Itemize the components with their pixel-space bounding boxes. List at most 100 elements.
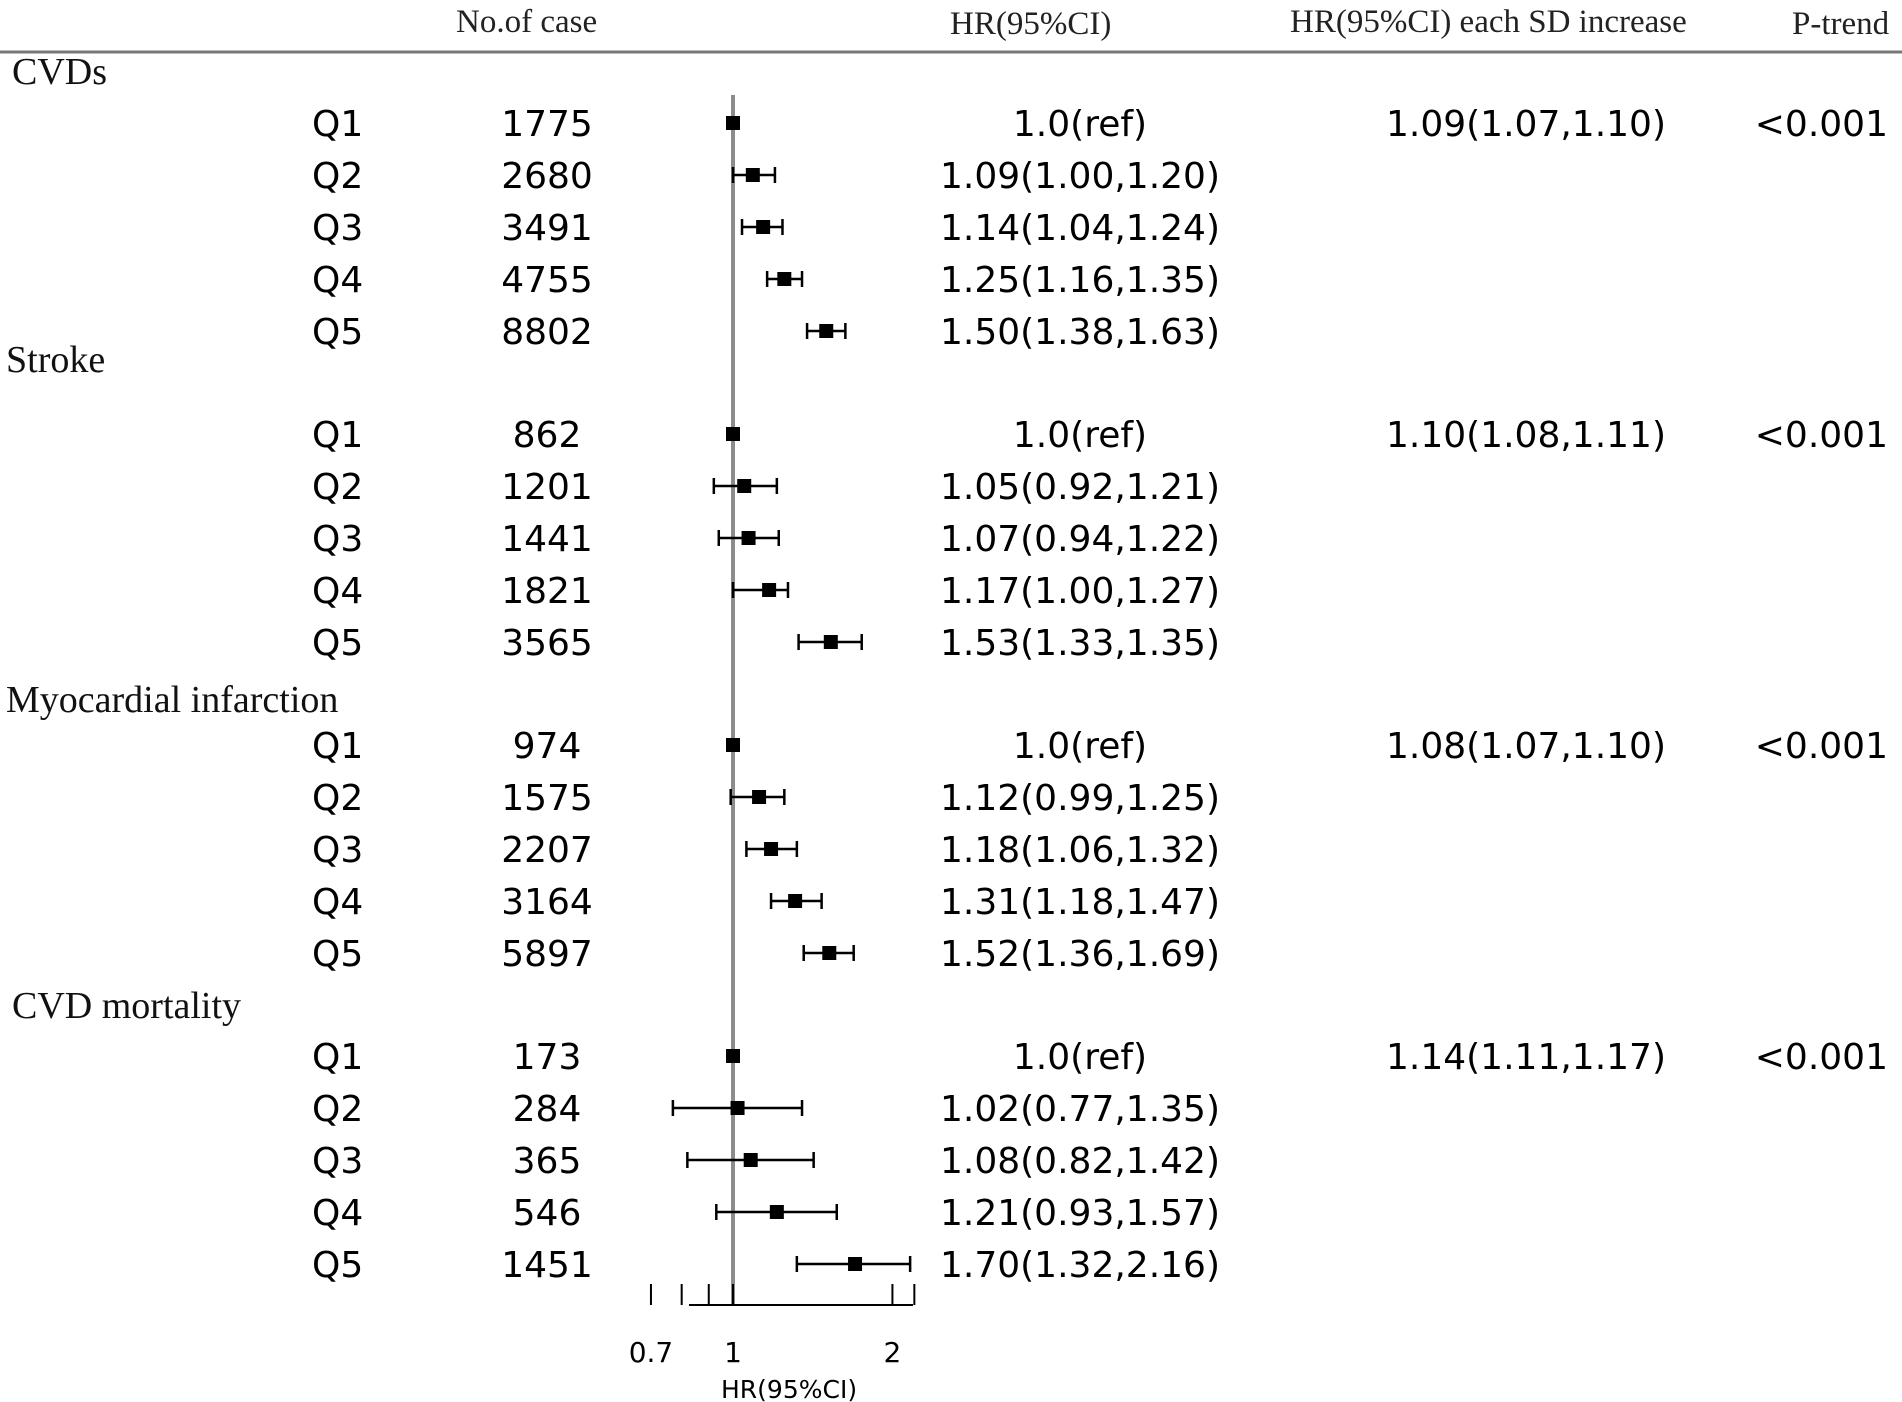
quintile-label: Q2 bbox=[312, 156, 363, 197]
hr-marker bbox=[762, 583, 777, 597]
group-cvd-mortality: CVD mortality Q1 173 1.0(ref) 1.14(1.11,1.17… bbox=[12, 985, 1888, 1286]
hr-value: 1.08(0.82,1.42) bbox=[940, 1141, 1220, 1182]
table-row: Q3 2207 1.18(1.06,1.32) bbox=[312, 830, 1220, 871]
quintile-label: Q2 bbox=[312, 778, 363, 819]
hr-marker bbox=[819, 324, 834, 338]
table-row: Q2 284 1.02(0.77,1.35) bbox=[312, 1089, 1220, 1130]
hr-value: 1.0(ref) bbox=[1013, 104, 1147, 145]
case-count: 2207 bbox=[501, 830, 593, 871]
x-tick-label: 0.7 bbox=[629, 1336, 674, 1369]
hr-value: 1.07(0.94,1.22) bbox=[940, 519, 1220, 560]
group-label: Stroke bbox=[6, 339, 105, 381]
hr-marker bbox=[822, 946, 837, 960]
case-count: 3565 bbox=[501, 623, 593, 664]
hr-per-sd: 1.14(1.11,1.17) bbox=[1386, 1037, 1666, 1078]
hr-marker bbox=[726, 427, 740, 441]
quintile-label: Q5 bbox=[312, 623, 363, 664]
header-hr: HR(95%CI) bbox=[950, 6, 1111, 42]
hr-marker bbox=[823, 635, 838, 649]
hr-per-sd: 1.09(1.07,1.10) bbox=[1386, 104, 1666, 145]
quintile-label: Q1 bbox=[312, 415, 363, 456]
case-count: 546 bbox=[513, 1193, 582, 1234]
hr-value: 1.12(0.99,1.25) bbox=[940, 778, 1220, 819]
quintile-label: Q5 bbox=[312, 1245, 363, 1286]
group-label: Myocardial infarction bbox=[6, 679, 338, 721]
p-trend-value: <0.001 bbox=[1755, 104, 1888, 145]
case-count: 1201 bbox=[501, 467, 593, 508]
case-count: 2680 bbox=[501, 156, 593, 197]
quintile-label: Q3 bbox=[312, 519, 363, 560]
x-axis: HR(95%CI) 0.7 1 2 bbox=[629, 1284, 916, 1402]
hr-marker bbox=[726, 116, 740, 130]
hr-value: 1.0(ref) bbox=[1013, 726, 1147, 767]
hr-value: 1.0(ref) bbox=[1013, 1037, 1147, 1078]
hr-value: 1.09(1.00,1.20) bbox=[940, 156, 1220, 197]
x-axis-label: HR(95%CI) bbox=[721, 1375, 857, 1402]
case-count: 3164 bbox=[501, 882, 593, 923]
quintile-label: Q2 bbox=[312, 467, 363, 508]
case-count: 1441 bbox=[501, 519, 593, 560]
table-row: Q3 1441 1.07(0.94,1.22) bbox=[312, 519, 1220, 560]
case-count: 365 bbox=[513, 1141, 582, 1182]
case-count: 1821 bbox=[501, 571, 593, 612]
quintile-label: Q5 bbox=[312, 934, 363, 975]
case-count: 3491 bbox=[501, 208, 593, 249]
case-count: 8802 bbox=[501, 312, 593, 353]
case-count: 1575 bbox=[501, 778, 593, 819]
case-count: 862 bbox=[513, 415, 582, 456]
hr-marker bbox=[726, 1049, 740, 1063]
quintile-label: Q5 bbox=[312, 312, 363, 353]
hr-value: 1.21(0.93,1.57) bbox=[940, 1193, 1220, 1234]
hr-value: 1.17(1.00,1.27) bbox=[940, 571, 1220, 612]
hr-value: 1.18(1.06,1.32) bbox=[940, 830, 1220, 871]
hr-marker bbox=[726, 738, 740, 752]
hr-marker bbox=[752, 790, 767, 804]
hr-value: 1.50(1.38,1.63) bbox=[940, 312, 1220, 353]
table-row: Q1 173 1.0(ref) 1.14(1.11,1.17) <0.001 bbox=[312, 1037, 1888, 1078]
header-cases: No.of case bbox=[456, 4, 597, 40]
group-label: CVD mortality bbox=[12, 985, 241, 1027]
hr-marker bbox=[848, 1257, 863, 1271]
hr-marker bbox=[777, 272, 792, 286]
case-count: 173 bbox=[513, 1037, 582, 1078]
hr-value: 1.02(0.77,1.35) bbox=[940, 1089, 1220, 1130]
hr-marker bbox=[743, 1153, 758, 1167]
table-row: Q3 365 1.08(0.82,1.42) bbox=[312, 1141, 1220, 1182]
quintile-label: Q4 bbox=[312, 260, 363, 301]
hr-value: 1.14(1.04,1.24) bbox=[940, 208, 1220, 249]
hr-value: 1.52(1.36,1.69) bbox=[940, 934, 1220, 975]
table-row: Q2 1201 1.05(0.92,1.21) bbox=[312, 467, 1220, 508]
group-stroke: Stroke Q1 862 1.0(ref) 1.10(1.08,1.11) <0.001… bbox=[6, 339, 1888, 664]
hr-marker bbox=[764, 842, 779, 856]
quintile-label: Q3 bbox=[312, 830, 363, 871]
hr-per-sd: 1.08(1.07,1.10) bbox=[1386, 726, 1666, 767]
table-row: Q1 1775 1.0(ref) 1.09(1.07,1.10) <0.001 bbox=[312, 104, 1888, 145]
case-count: 284 bbox=[513, 1089, 582, 1130]
table-row: Q5 3565 1.53(1.33,1.35) bbox=[312, 623, 1220, 664]
hr-marker bbox=[756, 220, 771, 234]
table-row: Q1 974 1.0(ref) 1.08(1.07,1.10) <0.001 bbox=[312, 726, 1888, 767]
hr-marker bbox=[769, 1205, 784, 1219]
hr-value: 1.25(1.16,1.35) bbox=[940, 260, 1220, 301]
hr-marker bbox=[745, 168, 760, 182]
table-row: Q4 4755 1.25(1.16,1.35) bbox=[312, 260, 1220, 301]
column-headers: No.of case HR(95%CI) HR(95%CI) each SD i… bbox=[456, 4, 1890, 42]
table-row: Q5 8802 1.50(1.38,1.63) bbox=[312, 312, 1220, 353]
quintile-label: Q3 bbox=[312, 208, 363, 249]
hr-marker bbox=[741, 531, 756, 545]
header-hr-sd: HR(95%CI) each SD increase bbox=[1290, 4, 1687, 40]
table-row: Q5 5897 1.52(1.36,1.69) bbox=[312, 934, 1220, 975]
group-label: CVDs bbox=[12, 51, 107, 93]
quintile-label: Q4 bbox=[312, 882, 363, 923]
x-tick-label: 2 bbox=[884, 1336, 902, 1369]
table-row: Q1 862 1.0(ref) 1.10(1.08,1.11) <0.001 bbox=[312, 415, 1888, 456]
header-p-trend: P-trend bbox=[1792, 6, 1890, 42]
quintile-label: Q1 bbox=[312, 726, 363, 767]
quintile-label: Q3 bbox=[312, 1141, 363, 1182]
table-row: Q2 2680 1.09(1.00,1.20) bbox=[312, 156, 1220, 197]
hr-marker bbox=[730, 1101, 745, 1115]
hr-value: 1.53(1.33,1.35) bbox=[940, 623, 1220, 664]
group-myocardial-infarction: Myocardial infarction Q1 974 1.0(ref) 1.08(1… bbox=[6, 679, 1888, 975]
